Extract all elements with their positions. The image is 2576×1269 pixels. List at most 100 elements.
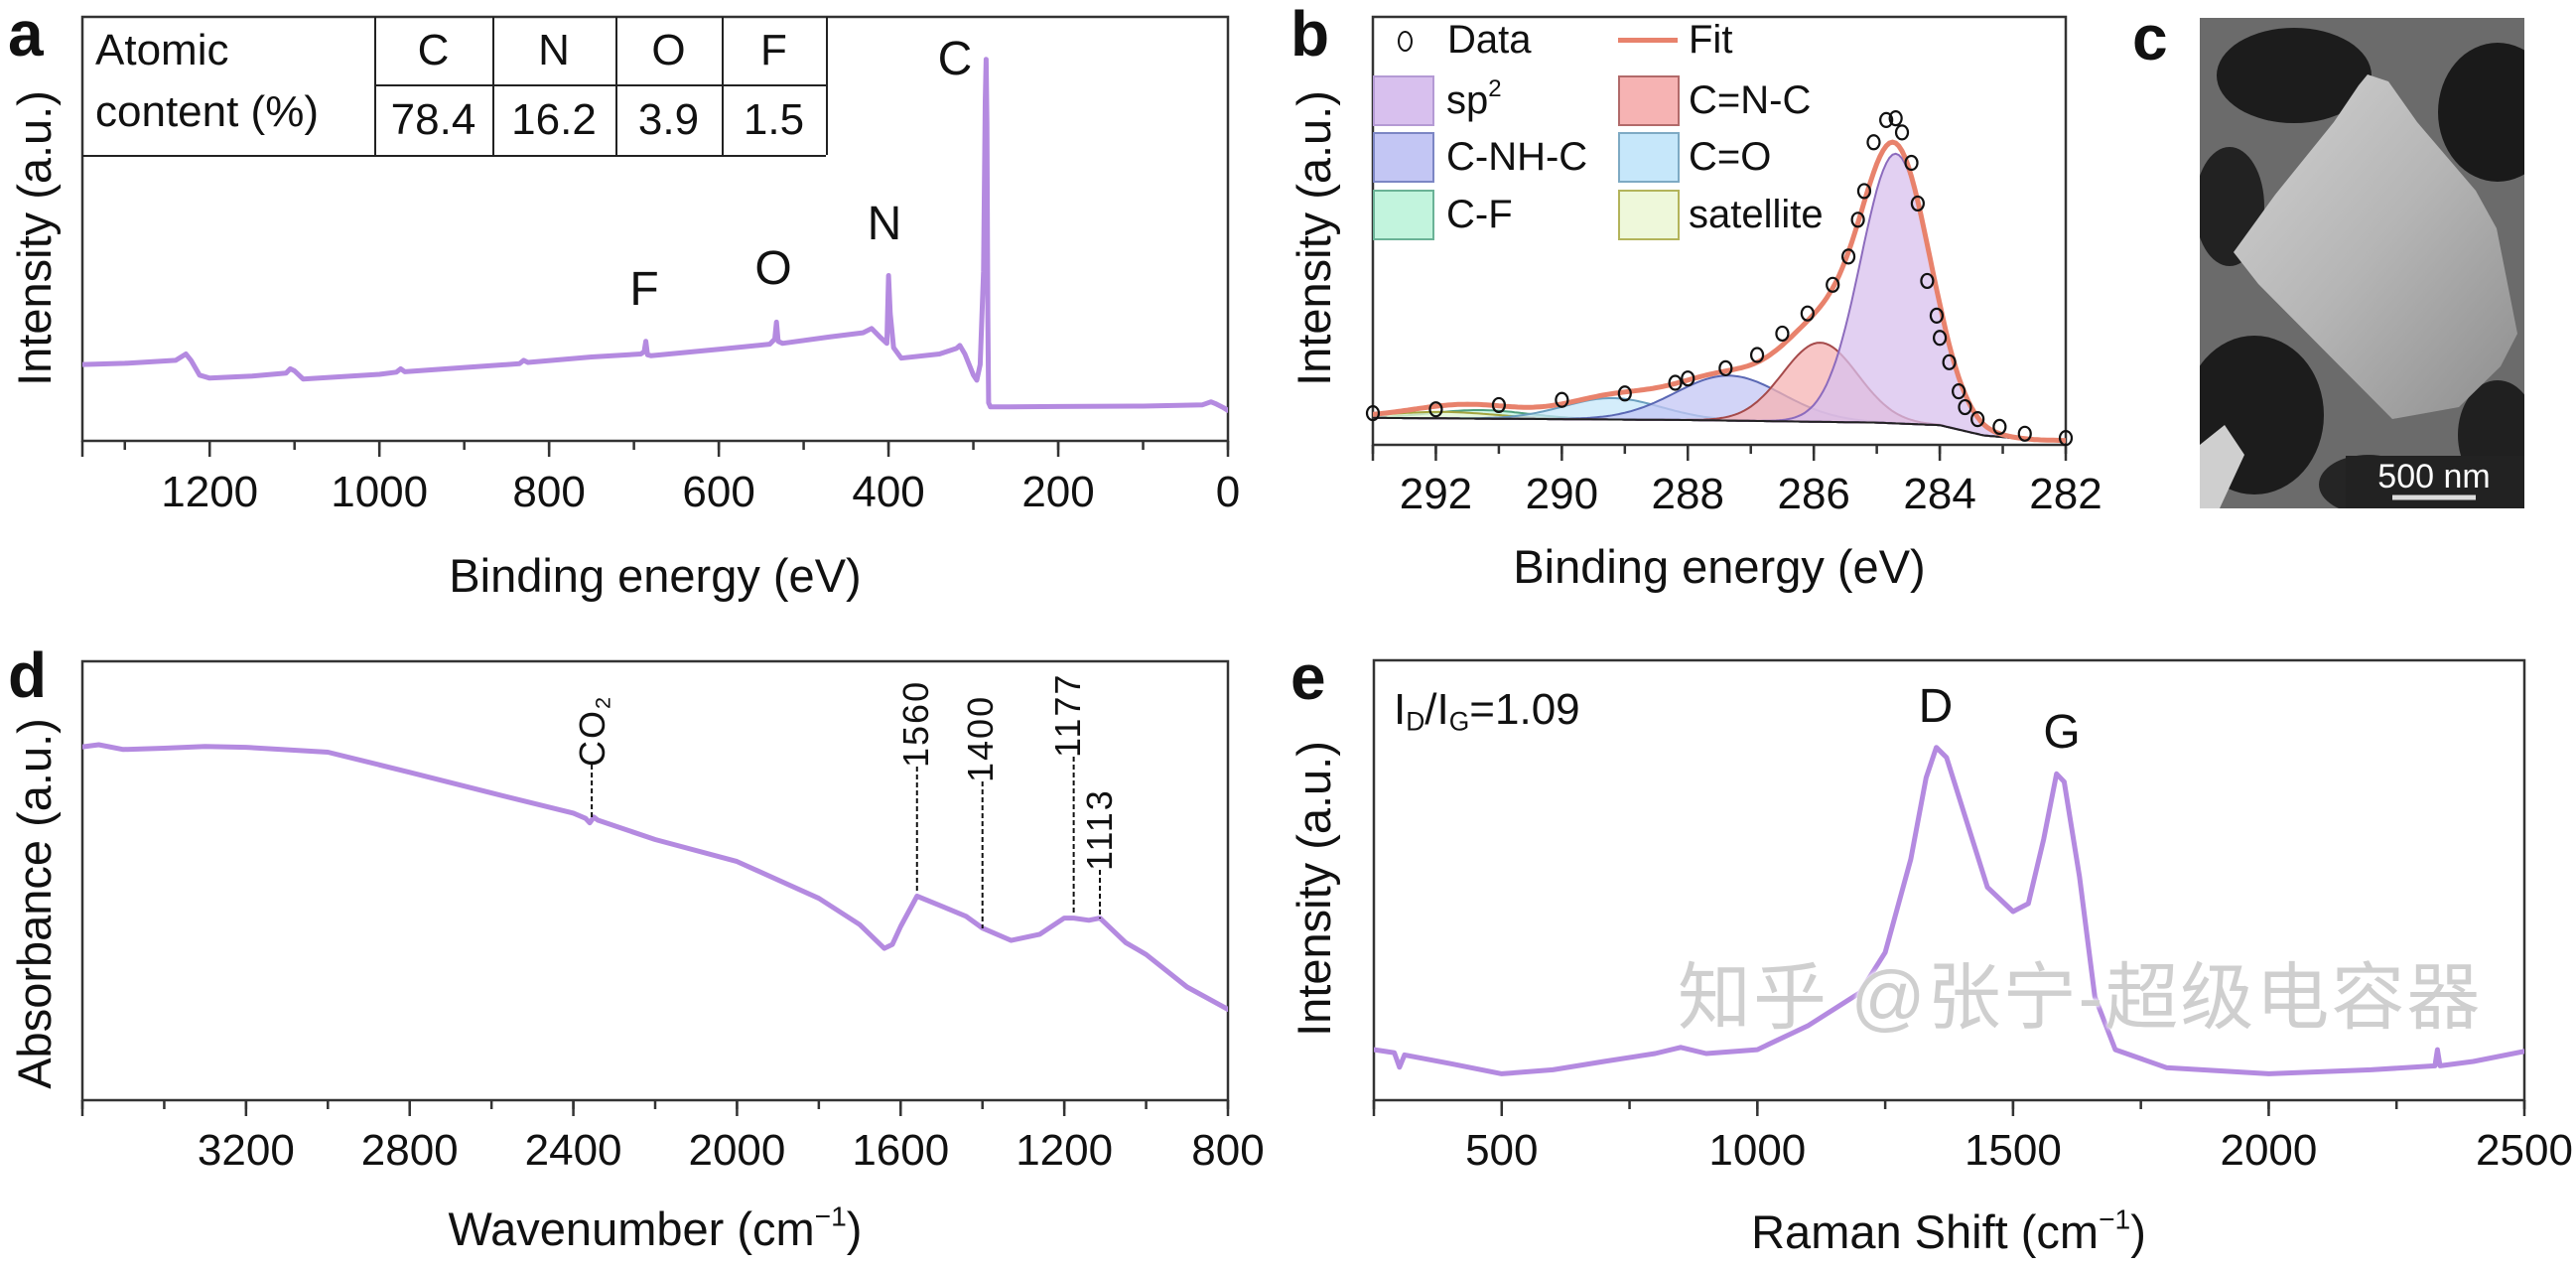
table-rule — [722, 17, 724, 155]
spectrum-line — [1374, 745, 2524, 1076]
x-tick-label: 2500 — [2476, 1126, 2573, 1175]
xlabel-main: Raman Shift (cm — [1751, 1205, 2100, 1258]
table-value: 3.9 — [637, 94, 700, 144]
data-point — [1904, 154, 1919, 172]
table-element: O — [651, 26, 686, 74]
data-point — [1910, 195, 1925, 212]
data-point — [1617, 385, 1632, 402]
peak-label-n: N — [867, 198, 902, 250]
chart-panel-a: 1200 1000 800 600 400 200 0 — [80, 15, 1240, 516]
panel-a-xlabel: Binding energy (eV) — [449, 549, 862, 602]
x-tick-label: 1600 — [852, 1126, 949, 1175]
chart-panel-b: 292 290 288 286 284 282 — [1365, 15, 2102, 518]
x-tick-label: 600 — [682, 468, 754, 516]
x-tick-label: 3200 — [198, 1126, 295, 1175]
panel-e-ylabel: Intensity (a.u.) — [1288, 741, 1340, 1037]
data-point — [1491, 396, 1507, 414]
data-point — [1749, 347, 1765, 363]
peak-label-c: C — [937, 33, 973, 85]
data-point — [1826, 276, 1840, 293]
data-point — [1970, 411, 1985, 428]
x-tick-label: 1000 — [331, 468, 428, 516]
panel-label-b: b — [1290, 0, 1330, 70]
x-tick-label: 400 — [852, 468, 924, 516]
legend-text: sp — [1446, 78, 1489, 122]
legend-swatch-co — [1618, 132, 1680, 183]
data-point — [1840, 248, 1856, 265]
chart-panel-e: 500 1000 1500 2000 2500 — [1372, 658, 2573, 1175]
panel-a-ylabel: Intensity (a.u.) — [8, 90, 61, 386]
plot-frame — [1372, 658, 2526, 1102]
annotation-co2: CO2 — [572, 695, 614, 767]
data-point — [1894, 124, 1910, 141]
data-point — [1920, 272, 1935, 290]
panel-label-a: a — [8, 0, 44, 70]
xlabel-main: Wavenumber (cm — [448, 1202, 815, 1255]
fit-line — [1373, 139, 2066, 444]
sem-hole — [2217, 28, 2372, 123]
data-marker-icon — [1398, 31, 1413, 52]
x-tick-label: 1500 — [1965, 1126, 2062, 1175]
ratio-i: I — [1436, 685, 1449, 734]
data-point — [1992, 418, 2007, 435]
table-element: F — [760, 26, 787, 74]
table-rule — [826, 17, 828, 155]
table-rule — [374, 84, 826, 86]
chart-panel-d: 3200 2800 2400 2000 1600 1200 800 — [80, 659, 1265, 1175]
annotation-1113: 1113 — [1079, 788, 1120, 871]
peak-label-f: F — [629, 263, 659, 316]
data-point — [1718, 359, 1733, 376]
data-point — [1555, 391, 1569, 408]
table-value: 16.2 — [511, 94, 597, 144]
table-rule — [82, 155, 826, 157]
sem-image: 500 nm — [2200, 18, 2524, 508]
data-point — [1952, 383, 1966, 400]
data-point — [1428, 401, 1443, 418]
legend-swatch-cf — [1373, 190, 1434, 240]
data-point — [1942, 353, 1957, 370]
x-tick-label: 800 — [1191, 1126, 1264, 1175]
peak-label-g: G — [2043, 706, 2081, 759]
spectrum-line — [82, 57, 1228, 413]
data-point — [1850, 212, 1865, 228]
table-rule — [492, 17, 494, 155]
panel-e-xlabel: Raman Shift (cm−1) — [1751, 1204, 2146, 1259]
x-tick-label: 1200 — [161, 468, 258, 516]
x-tick-label: 290 — [1526, 470, 1598, 518]
xlabel-sup: −1 — [814, 1199, 847, 1232]
x-tick-label: 286 — [1777, 470, 1849, 518]
panel-d-xlabel: Wavenumber (cm−1) — [449, 1201, 863, 1256]
table-row-header-2: content (%) — [95, 87, 319, 136]
annotation-1400: 1400 — [960, 694, 1001, 782]
x-tick-label: 288 — [1652, 470, 1724, 518]
xlabel-sup: −1 — [2099, 1202, 2131, 1235]
panel-b-xlabel: Binding energy (eV) — [1513, 540, 1926, 593]
x-tick-label: 1000 — [1708, 1126, 1806, 1175]
sem-hole — [2438, 43, 2524, 182]
data-point — [1775, 325, 1790, 343]
legend-swatch-cnc — [1618, 75, 1680, 126]
watermark: 知乎 @张宁-超级电容器 — [1678, 956, 2483, 1039]
id-ig-ratio: ID/IG=1.09 — [1394, 685, 1580, 735]
table-rule — [615, 17, 617, 155]
table-element: N — [538, 26, 570, 74]
legend-swatch-cnhc — [1373, 132, 1434, 183]
annotation-1560: 1560 — [895, 679, 936, 768]
sem-fragment — [2200, 425, 2244, 508]
data-point — [1866, 134, 1881, 151]
legend-data-label: Data — [1447, 18, 1532, 62]
data-point — [1929, 307, 1945, 324]
x-tick-label: 282 — [2029, 470, 2101, 518]
ratio-i: I — [1394, 685, 1407, 734]
table-value: 78.4 — [390, 94, 476, 144]
legend-sup: 2 — [1488, 75, 1502, 103]
table-value: 1.5 — [743, 94, 805, 144]
legend-swatch-sp2 — [1373, 75, 1434, 126]
data-point — [1856, 183, 1872, 200]
data-point — [1958, 398, 1972, 416]
ratio-sub-g: G — [1448, 706, 1470, 737]
data-point — [2017, 425, 2032, 442]
baseline-line — [1372, 416, 2067, 442]
x-tick-label: 200 — [1021, 468, 1094, 516]
